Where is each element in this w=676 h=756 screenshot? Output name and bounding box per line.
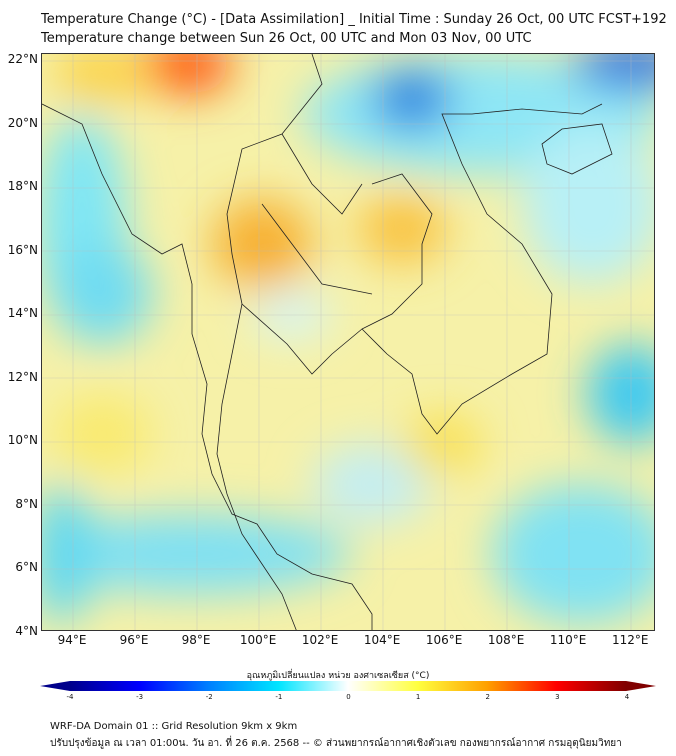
temperature-field bbox=[42, 54, 654, 624]
lon-label: 96°E bbox=[119, 633, 149, 647]
lat-label: 6°N bbox=[15, 560, 38, 575]
colorbar-tick-label: -2 bbox=[205, 693, 213, 701]
footer-model-info: WRF-DA Domain 01 :: Grid Resolution 9km … bbox=[50, 721, 298, 732]
colorbar-tick-label: -4 bbox=[66, 693, 74, 701]
colorbar-tick-label: -1 bbox=[275, 693, 283, 701]
lat-label: 12°N bbox=[7, 369, 38, 384]
colorbar-title: อุณหภูมิเปลี่ยนแปลง หน่วย องศาเซลเซียส (… bbox=[246, 671, 430, 681]
chart-subtitle: Temperature change between Sun 26 Oct, 0… bbox=[41, 31, 532, 46]
lat-label: 16°N bbox=[7, 242, 38, 257]
lon-label: 106°E bbox=[425, 633, 463, 647]
colorbar bbox=[40, 681, 656, 691]
colorbar-tick-label: 2 bbox=[485, 693, 490, 701]
lon-label: 102°E bbox=[301, 633, 339, 647]
lon-label: 100°E bbox=[239, 633, 277, 647]
coastlines-borders bbox=[42, 54, 613, 630]
colorbar-min-arrow bbox=[40, 681, 70, 691]
graticule bbox=[42, 54, 654, 630]
lon-label: 110°E bbox=[549, 633, 587, 647]
footer-update-info: ปรับปรุงข้อมูล ณ เวลา 01:00น. วัน อา. ที… bbox=[50, 738, 622, 749]
colorbar-tick-label: 3 bbox=[555, 693, 560, 701]
colorbar-tick-label: -3 bbox=[136, 693, 144, 701]
lon-label: 94°E bbox=[57, 633, 87, 647]
lon-label: 104°E bbox=[363, 633, 401, 647]
lat-label: 18°N bbox=[7, 179, 38, 194]
lon-label: 112°E bbox=[611, 633, 649, 647]
lat-label: 20°N bbox=[7, 115, 38, 130]
colorbar-tick-label: 4 bbox=[624, 693, 630, 701]
lat-label: 14°N bbox=[7, 306, 38, 321]
colorbar-max-arrow bbox=[626, 681, 656, 691]
lat-label: 22°N bbox=[7, 52, 38, 67]
chart-title: Temperature Change (°C) - [Data Assimila… bbox=[41, 12, 667, 27]
colorbar-tick-label: 1 bbox=[415, 693, 421, 701]
lat-label: 4°N bbox=[15, 624, 38, 638]
lat-label: 10°N bbox=[7, 433, 38, 448]
lat-label: 8°N bbox=[15, 496, 38, 511]
temperature-change-map bbox=[41, 53, 655, 631]
colorbar-gradient bbox=[70, 681, 626, 691]
colorbar-tick-label: 0 bbox=[346, 693, 351, 701]
lon-label: 98°E bbox=[181, 633, 211, 647]
lon-label: 108°E bbox=[487, 633, 525, 647]
